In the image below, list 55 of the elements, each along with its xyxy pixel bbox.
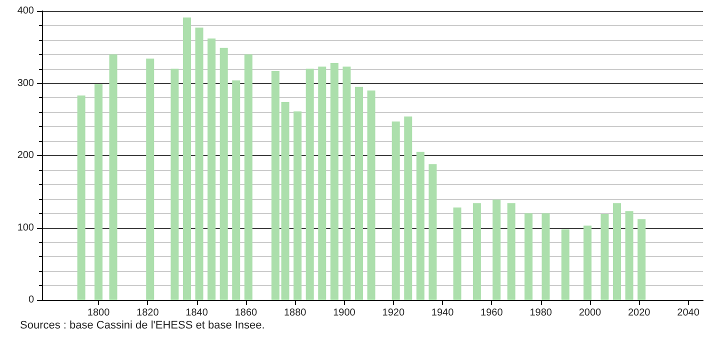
bar [453,208,462,300]
x-tick-label: 2020 [628,308,651,318]
y-tick-label: 400 [17,6,34,16]
x-tick-label: 1940 [431,308,454,318]
bar [542,213,550,300]
x-tick-label: 1880 [284,308,307,318]
bar [77,96,86,300]
bar [625,211,634,300]
bar [600,214,609,300]
bar [208,38,216,300]
bar [524,213,533,300]
bar [146,58,154,300]
bar [367,90,376,300]
x-tick-label: 1980 [530,308,552,318]
x-tick-label: 1800 [87,308,110,318]
bar [306,68,314,300]
bar [392,122,400,300]
bar [507,203,516,300]
bar [94,84,103,300]
bar [492,200,501,300]
bar [342,66,351,300]
y-tick-label: 300 [17,78,34,89]
bar [220,48,228,300]
x-tick-label: 1900 [333,308,356,318]
bar [232,80,240,300]
x-tick-label: 2040 [677,308,700,318]
x-tick-label: 1860 [234,308,258,318]
y-tick-label: 100 [17,222,34,234]
x-tick-label: 1840 [186,308,208,318]
y-tick-label: 0 [28,294,34,306]
bar [428,164,437,300]
bar [416,152,424,300]
x-tick-label: 1960 [480,308,504,318]
bar [612,203,621,300]
bar [244,54,252,300]
bar [404,116,412,300]
bar [109,54,118,300]
bar [294,111,302,300]
bar [182,18,191,300]
bar [472,203,481,300]
bar [638,219,646,300]
bar [354,86,363,300]
x-tick-label: 2000 [578,308,602,318]
bar [281,102,290,300]
x-tick-label: 1820 [136,308,160,318]
bar [271,70,280,300]
bar [584,226,592,300]
source-note: Sources : base Cassini de l'EHESS et base Insee. [20,320,265,332]
bar [330,63,338,300]
x-tick-label: 1920 [382,308,405,318]
bar [318,66,326,300]
bar [561,229,570,300]
bar [195,28,204,300]
y-tick-label: 200 [17,150,34,161]
bar [170,68,179,300]
